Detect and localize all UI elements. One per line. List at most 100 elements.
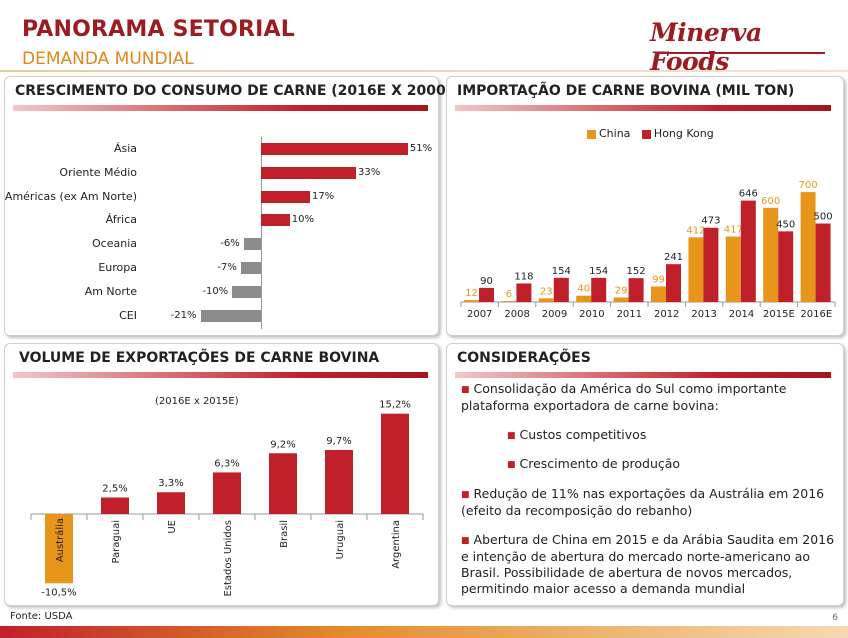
category-label: Paraguai <box>111 520 122 564</box>
consideracao-item: ■ Abertura de China em 2015 e da Arábia S… <box>461 532 835 596</box>
bar-hongkong <box>815 223 831 302</box>
legend-swatch-hongkong <box>641 129 651 139</box>
category-label: Brasil <box>279 520 290 548</box>
bar-hongkong <box>666 264 681 302</box>
zero-axis <box>261 137 262 330</box>
company-logo: Minerva Foods <box>650 18 762 76</box>
bar <box>240 262 261 274</box>
consideracao-item: ■ Consolidação da América do Sul como imp… <box>461 381 787 413</box>
data-label: 40 <box>577 284 590 295</box>
category-label: Oriente Médio <box>59 165 137 179</box>
bar-hongkong <box>591 277 607 302</box>
data-label: 10% <box>291 214 315 226</box>
bar-china <box>725 236 741 302</box>
panel-title: CRESCIMENTO DO CONSUMO DE CARNE (2016E X… <box>15 83 453 99</box>
bar-china <box>651 286 666 302</box>
data-label: 154 <box>589 266 608 277</box>
panel-exportacao: VOLUME DE EXPORTAÇÕES DE CARNE BOVINA (2… <box>4 343 439 606</box>
data-label: -6% <box>220 238 240 250</box>
bar <box>261 143 408 155</box>
bar <box>101 497 129 514</box>
bar-hongkong <box>778 231 794 302</box>
footer-bar <box>0 626 848 638</box>
bar-hongkong <box>740 200 756 302</box>
data-label: 417 <box>724 225 743 236</box>
data-label: 29 <box>615 285 628 296</box>
panel-consumo: CRESCIMENTO DO CONSUMO DE CARNE (2016E X… <box>4 76 452 336</box>
data-label: -21% <box>170 309 197 321</box>
data-label: -7% <box>217 262 237 273</box>
bar <box>261 166 357 179</box>
x-tick-label: 2010 <box>579 309 604 320</box>
bar-china <box>763 207 779 302</box>
data-label: 9,2% <box>270 439 295 450</box>
data-label: 2,5% <box>102 484 127 495</box>
data-label: 154 <box>552 266 571 277</box>
data-label: 12 <box>465 288 478 299</box>
consideracao-subitem: ■ Crescimento de produção <box>507 456 681 471</box>
category-label: Am Norte <box>84 284 137 298</box>
category-label: Europa <box>98 261 137 274</box>
data-label: 473 <box>701 216 720 227</box>
data-label: -10,5% <box>41 587 76 598</box>
bar <box>45 514 73 584</box>
data-label: 15,2% <box>379 400 411 411</box>
bar <box>325 449 353 514</box>
title-underline <box>13 372 428 378</box>
data-label: 412 <box>686 225 705 236</box>
category-label: Austrália <box>54 518 66 562</box>
category-label: Ásia <box>113 142 137 155</box>
bar <box>157 492 185 514</box>
panel-title: VOLUME DE EXPORTAÇÕES DE CARNE BOVINA <box>19 350 380 366</box>
bar-china <box>688 237 704 302</box>
data-label: 241 <box>664 252 683 263</box>
data-label: 6 <box>506 289 512 300</box>
bar-china <box>464 300 479 302</box>
bar <box>381 413 409 514</box>
legend-label: China <box>599 127 631 140</box>
data-label: 118 <box>514 271 533 282</box>
bar-hongkong <box>479 287 494 302</box>
panel-title: CONSIDERAÇÕES <box>457 350 591 366</box>
source-note: Fonte: USDA <box>10 611 73 622</box>
category-label: Argentina <box>391 520 402 569</box>
bullet-icon: ■ <box>507 431 516 441</box>
category-label: UE <box>167 520 178 534</box>
bullet-icon: ■ <box>461 536 470 546</box>
page-title: PANORAMA SETORIAL <box>22 17 295 42</box>
title-underline <box>455 372 831 378</box>
panel-importacao: IMPORTAÇÃO DE CARNE BOVINA (MIL TON) Chi… <box>446 76 844 336</box>
page-number: 6 <box>832 613 838 623</box>
data-label: 450 <box>776 219 795 230</box>
exportacao-chart: -10,5% Austrália 2,5% Paraguai 3,3% UE 6,3% Est… <box>30 400 424 598</box>
chart-legend: China Hong Kong <box>587 127 714 140</box>
logo-underline <box>655 52 825 54</box>
panel-title: IMPORTAÇÃO DE CARNE BOVINA (MIL TON) <box>457 83 795 99</box>
bar-hongkong <box>516 283 532 302</box>
data-label: 17% <box>311 190 335 202</box>
bar-china <box>576 295 592 302</box>
panel-consideracoes: CONSIDERAÇÕES ■ Consolidação da América d… <box>446 343 844 606</box>
x-tick-label: 2009 <box>542 309 567 320</box>
x-tick-label: 2016E <box>800 309 832 320</box>
chart-subtitle: (2016E x 2015E) <box>155 396 239 407</box>
x-tick-label: 2008 <box>504 309 529 320</box>
category-label: África <box>105 213 137 227</box>
data-label: 6,3% <box>214 458 239 469</box>
data-label: 500 <box>814 212 833 223</box>
bar-china <box>501 301 517 302</box>
bar <box>200 309 261 322</box>
data-label: 33% <box>358 166 381 178</box>
data-label: 152 <box>627 266 646 277</box>
category-label: Uruguai <box>335 520 346 559</box>
bar <box>232 285 261 298</box>
category-label: Oceania <box>92 237 137 251</box>
category-label: Estados Unidos <box>223 520 234 597</box>
bar-hongkong <box>703 227 719 302</box>
bar <box>213 472 241 514</box>
bullet-icon: ■ <box>461 490 470 500</box>
data-label: 90 <box>480 276 493 287</box>
legend-label: Hong Kong <box>653 127 714 140</box>
data-label: 99 <box>652 274 665 285</box>
category-label: CEI <box>119 308 137 322</box>
